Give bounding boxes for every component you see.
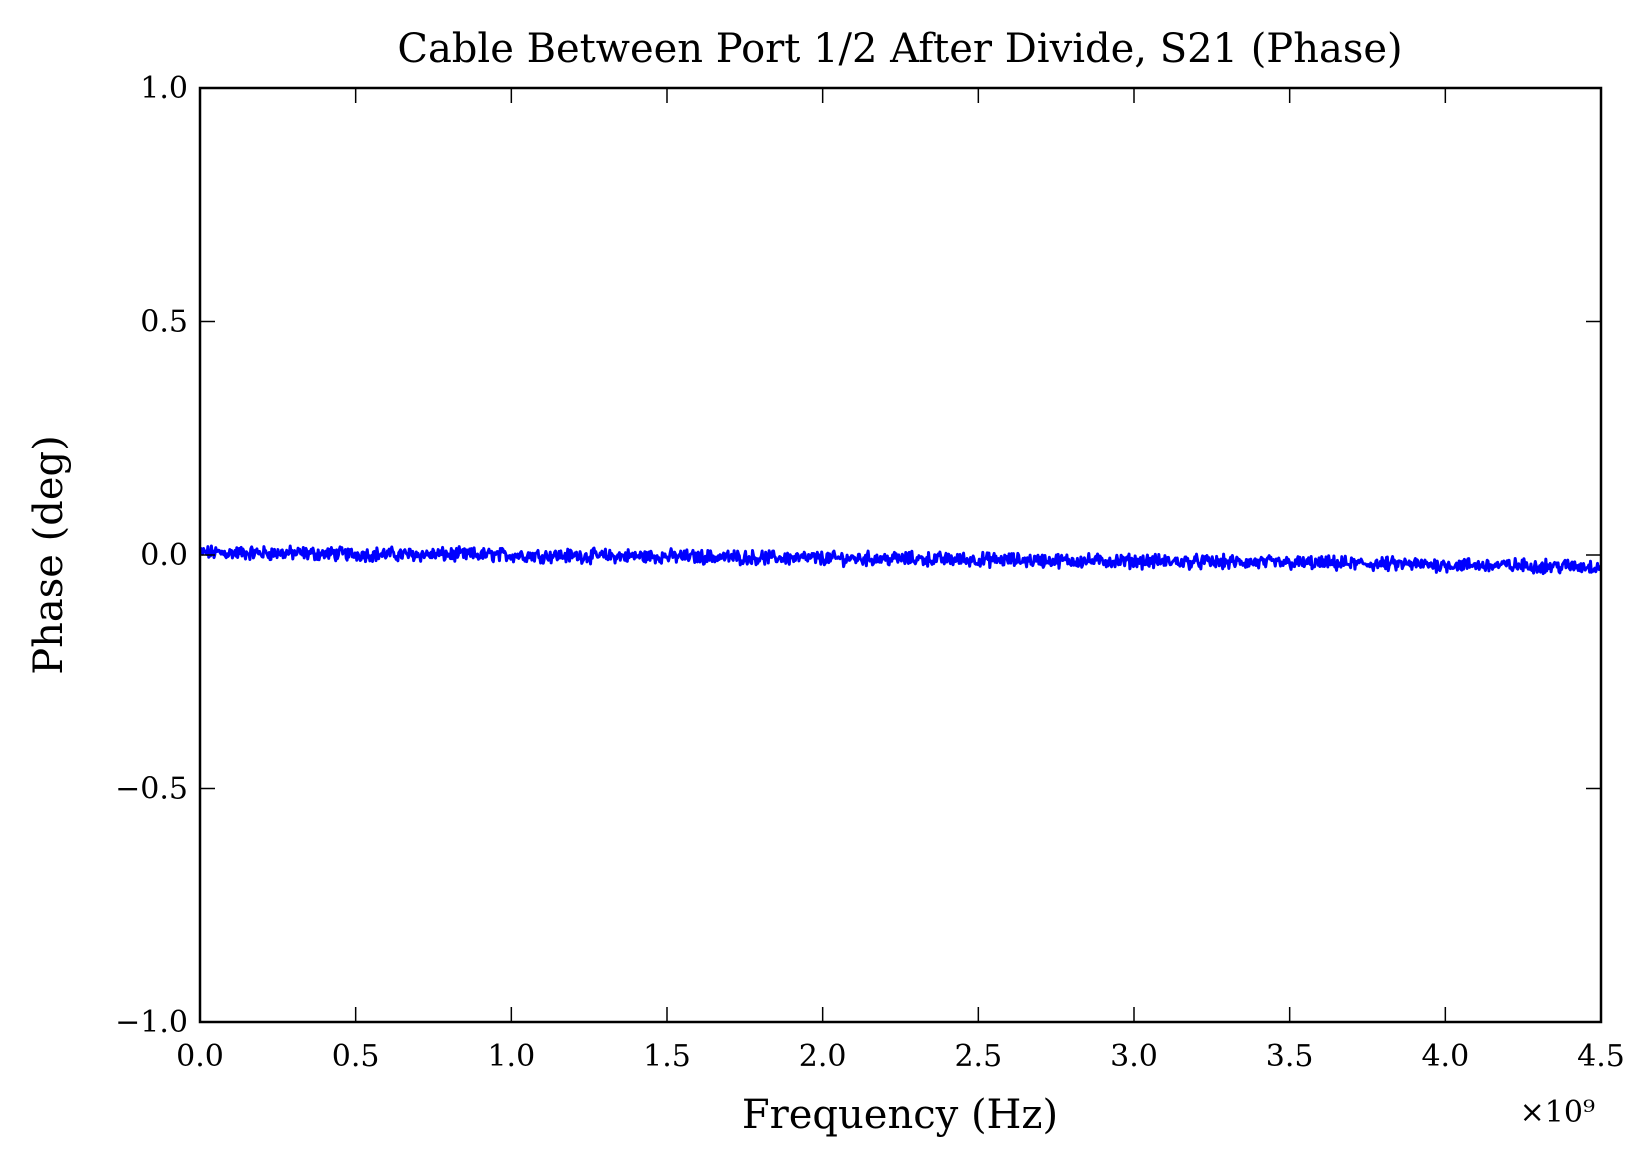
x-tick-label: 4.0 (1421, 1039, 1469, 1074)
y-tick-label: 0.0 (140, 538, 188, 573)
x-offset-label: ×10⁹ (1520, 1095, 1595, 1130)
tick-marks (199, 87, 1602, 1023)
x-tick-label: 3.0 (1110, 1039, 1158, 1074)
x-tick-label: 0.0 (176, 1039, 224, 1074)
x-tick-label: 1.0 (487, 1039, 535, 1074)
y-axis-label: Phase (deg) (26, 435, 72, 675)
x-tick-label: 2.0 (799, 1039, 847, 1074)
x-tick-label: 3.5 (1266, 1039, 1314, 1074)
y-tick-label: −1.0 (115, 1005, 188, 1040)
chart-title: Cable Between Port 1/2 After Divide, S21… (397, 26, 1402, 72)
x-tick-label: 2.5 (954, 1039, 1002, 1074)
y-tick-label: −0.5 (115, 772, 188, 807)
y-tick-labels: 1.0 0.5 0.0 −0.5 −1.0 (115, 71, 188, 1040)
plot-area (198, 86, 1603, 1024)
y-tick-label: 1.0 (140, 71, 188, 106)
x-tick-labels: 0.0 0.5 1.0 1.5 2.0 2.5 3.0 3.5 4.0 4.5 (176, 1039, 1625, 1074)
x-tick-label: 1.5 (643, 1039, 691, 1074)
x-tick-label: 0.5 (332, 1039, 380, 1074)
series-layer (200, 544, 1601, 576)
series-line (200, 544, 1601, 576)
y-tick-label: 0.5 (140, 305, 188, 340)
x-tick-label: 4.5 (1577, 1039, 1625, 1074)
x-axis-label: Frequency (Hz) (742, 1092, 1058, 1138)
